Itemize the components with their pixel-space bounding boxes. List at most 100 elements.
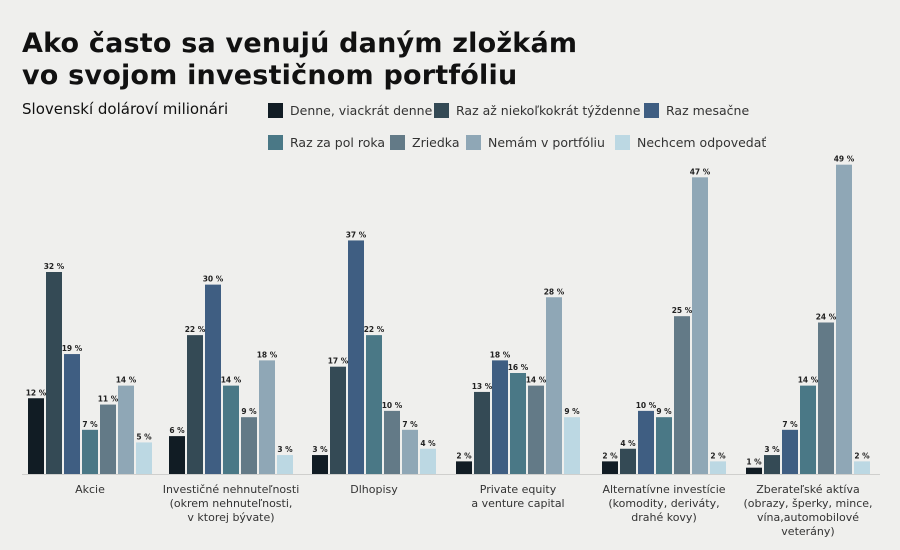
data-label: 7 % — [782, 420, 798, 429]
category-label: Investičné nehnuteľnosti — [163, 483, 300, 496]
legend-label: Nemám v portfóliu — [488, 135, 605, 150]
data-label: 28 % — [544, 287, 565, 296]
bar — [510, 373, 526, 474]
bar — [710, 461, 726, 474]
legend-item: Raz až niekoľkokrát týždenne — [434, 103, 640, 118]
data-label: 7 % — [402, 420, 418, 429]
data-label: 18 % — [490, 350, 511, 359]
bar — [402, 429, 418, 474]
data-label: 3 % — [277, 445, 293, 454]
legend-label: Raz za pol roka — [290, 135, 386, 150]
bar — [118, 385, 134, 474]
bar — [100, 404, 116, 474]
legend-swatch — [434, 103, 449, 118]
bar — [782, 429, 798, 474]
bar — [277, 455, 293, 474]
data-label: 9 % — [656, 407, 672, 416]
data-label: 22 % — [185, 325, 206, 334]
legend-swatch — [268, 135, 283, 150]
data-label: 14 % — [221, 376, 242, 385]
chart-title: Ako často sa venujú daným zložkám vo svo… — [22, 28, 577, 92]
bar — [241, 417, 257, 474]
legend-label: Denne, viackrát denne — [290, 103, 433, 118]
bar — [223, 385, 239, 474]
data-label: 37 % — [346, 230, 367, 239]
chart-title-line-1: Ako často sa venujú daným zložkám — [22, 28, 578, 59]
data-label: 13 % — [472, 382, 493, 391]
bar — [746, 467, 762, 474]
data-label: 24 % — [816, 313, 837, 322]
data-label: 2 % — [602, 451, 618, 460]
data-label: 10 % — [636, 401, 657, 410]
legend-label: Zriedka — [412, 135, 460, 150]
data-label: 11 % — [98, 395, 119, 404]
bar — [818, 322, 834, 474]
legend-item: Nechcem odpovedať — [615, 135, 766, 150]
bar — [348, 240, 364, 474]
data-label: 3 % — [764, 445, 780, 454]
chart-subtitle: Slovenskí dolároví milionári — [22, 100, 229, 118]
bar — [656, 417, 672, 474]
data-label: 2 % — [710, 451, 726, 460]
data-label: 5 % — [136, 432, 152, 441]
bar — [259, 360, 275, 474]
legend-swatch — [390, 135, 405, 150]
category-label: Alternatívne investície — [602, 483, 725, 496]
bar — [474, 391, 490, 474]
bar — [312, 455, 328, 474]
data-label: 6 % — [169, 426, 185, 435]
data-label: 2 % — [854, 451, 870, 460]
bar — [800, 385, 816, 474]
data-label: 19 % — [62, 344, 83, 353]
data-label: 32 % — [44, 262, 65, 271]
data-label: 4 % — [420, 439, 436, 448]
bar — [384, 410, 400, 474]
bar — [28, 398, 44, 474]
bar — [692, 177, 708, 474]
category-label: Private equity — [480, 483, 557, 496]
data-label: 7 % — [82, 420, 98, 429]
bar — [836, 164, 852, 474]
data-label: 30 % — [203, 275, 224, 284]
data-label: 14 % — [116, 376, 137, 385]
category-label: a venture capital — [471, 497, 564, 510]
legend-swatch — [644, 103, 659, 118]
bar — [420, 448, 436, 474]
category-label: (komodity, deriváty, — [608, 497, 719, 510]
data-label: 22 % — [364, 325, 385, 334]
bar — [330, 366, 346, 474]
category-label: (obrazy, šperky, mince, — [743, 497, 872, 510]
data-label: 4 % — [620, 439, 636, 448]
chart-title-line-2: vo svojom investičnom portfóliu — [22, 60, 518, 91]
data-label: 47 % — [690, 167, 711, 176]
data-label: 2 % — [456, 451, 472, 460]
legend-item: Denne, viackrát denne — [268, 103, 432, 118]
bar — [546, 297, 562, 474]
bar — [564, 417, 580, 474]
category-label: v ktorej bývate) — [187, 511, 274, 524]
data-label: 9 % — [564, 407, 580, 416]
data-label: 9 % — [241, 407, 257, 416]
data-label: 1 % — [746, 458, 762, 467]
data-label: 25 % — [672, 306, 693, 315]
category-label: veterány) — [781, 525, 834, 538]
bar — [136, 442, 152, 474]
bar — [764, 455, 780, 474]
data-label: 10 % — [382, 401, 403, 410]
bar — [602, 461, 618, 474]
data-label: 14 % — [798, 376, 819, 385]
bar — [82, 429, 98, 474]
bar — [674, 316, 690, 474]
legend-item: Raz mesačne — [644, 103, 749, 118]
bar — [366, 335, 382, 474]
bar — [620, 448, 636, 474]
category-label: Dlhopisy — [350, 483, 398, 496]
bar — [46, 272, 62, 474]
bar — [169, 436, 185, 474]
legend-label: Raz až niekoľkokrát týždenne — [456, 103, 641, 118]
data-label: 12 % — [26, 388, 47, 397]
data-label: 49 % — [834, 155, 855, 164]
bar — [205, 284, 221, 474]
bar — [638, 410, 654, 474]
